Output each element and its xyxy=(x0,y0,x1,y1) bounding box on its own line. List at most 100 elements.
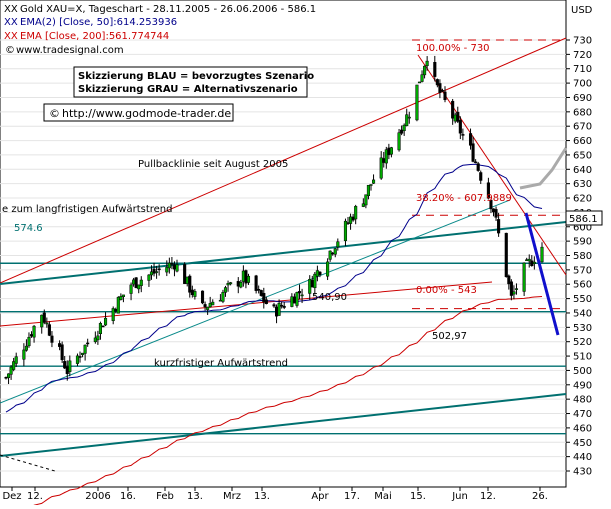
candle-body-108 xyxy=(387,147,391,156)
candle-body-150 xyxy=(540,246,544,263)
y-tick-label-510: 510 xyxy=(573,352,592,363)
ema50-line xyxy=(5,163,543,413)
candle-body-92 xyxy=(331,252,335,255)
y-tick-label-550: 550 xyxy=(573,294,592,305)
candle-body-13 xyxy=(47,324,51,336)
candle-body-42 xyxy=(152,268,156,274)
candle-body-80 xyxy=(290,296,294,307)
candle-body-23 xyxy=(83,344,87,354)
y-axis: 430 440 450 460 470 480 490 500 510 520 530 540 550 5… xyxy=(566,36,592,478)
y-tick-label-590: 590 xyxy=(573,237,592,248)
candle-body-57 xyxy=(206,306,210,310)
url-box xyxy=(43,103,234,122)
trend-teal-long xyxy=(0,221,567,285)
candle-body-127 xyxy=(456,111,460,122)
candle-body-130 xyxy=(468,133,473,146)
candle-body-137 xyxy=(491,208,496,213)
candle-body-70 xyxy=(254,275,258,291)
candle-body-49 xyxy=(175,264,179,272)
y-tick-label-660: 660 xyxy=(573,136,592,147)
candle-body-134 xyxy=(479,172,483,181)
candle-body-19 xyxy=(68,360,72,372)
candle-body-29 xyxy=(103,317,108,326)
candle-body-136 xyxy=(489,199,493,210)
candle-body-44 xyxy=(157,268,161,271)
level-502-label: 502,97 xyxy=(432,331,467,342)
candle-body-50 xyxy=(183,264,187,284)
candle-body-147 xyxy=(527,258,531,262)
y-tick-label-480: 480 xyxy=(573,395,592,406)
candle-body-85 xyxy=(308,278,312,294)
y-tick-label-520: 520 xyxy=(573,337,592,348)
candle-body-26 xyxy=(96,335,100,341)
candle-body-118 xyxy=(423,65,427,76)
candle-body-123 xyxy=(440,90,445,92)
y-tick-label-720: 720 xyxy=(573,50,592,61)
candle-body-93 xyxy=(333,248,337,255)
ema200-line xyxy=(27,296,543,509)
header-prefix-3: XX xyxy=(4,31,18,42)
candle-body-51 xyxy=(185,276,189,284)
x-tick-label-9: 17. xyxy=(344,491,360,502)
y-tick-label-570: 570 xyxy=(573,265,592,276)
candle-body-100 xyxy=(361,203,365,207)
candle-body-135 xyxy=(486,182,490,199)
candle-body-39 xyxy=(139,279,143,286)
y-tick-label-460: 460 xyxy=(573,423,592,434)
candle-body-34 xyxy=(121,294,125,297)
candle-body-46 xyxy=(167,262,171,269)
candle-body-129 xyxy=(461,134,465,136)
candle-body-2 xyxy=(9,366,13,375)
x-tick-label-0: Dez xyxy=(2,491,21,502)
candle-body-37 xyxy=(134,277,138,289)
candle-body-6 xyxy=(24,345,28,351)
candle-body-116 xyxy=(417,81,422,84)
x-tick-label-10: Mai xyxy=(374,491,392,502)
candle-body-84 xyxy=(300,294,304,297)
candle-body-121 xyxy=(435,79,439,86)
candle-body-111 xyxy=(400,129,404,134)
candle-body-41 xyxy=(149,271,154,276)
candle-body-27 xyxy=(98,323,102,335)
candle-body-63 xyxy=(226,283,230,286)
candle-body-88 xyxy=(315,270,319,277)
candle-body-74 xyxy=(264,299,268,304)
candle-body-138 xyxy=(494,209,498,218)
y-tick-label-640: 640 xyxy=(573,165,592,176)
scenario-note-box xyxy=(73,66,308,98)
candle-body-45 xyxy=(165,267,169,273)
x-tick-label-7: 13. xyxy=(254,491,270,502)
x-tick-label-11: 15. xyxy=(410,491,426,502)
level-574-label: 574.6 xyxy=(14,223,43,234)
candle-body-124 xyxy=(443,91,447,101)
y-tick-label-440: 440 xyxy=(573,452,592,463)
long-trend-label: e zum langfristigen Aufwärtstrend xyxy=(2,204,173,215)
candle-body-68 xyxy=(244,270,248,284)
candle-body-48 xyxy=(172,264,177,270)
candle-body-87 xyxy=(313,273,317,289)
candle-body-91 xyxy=(328,250,332,260)
x-tick-label-12: Jun xyxy=(451,491,468,502)
candle-body-112 xyxy=(402,124,406,132)
y-tick-label-430: 430 xyxy=(573,467,592,478)
trend-red-lower xyxy=(0,281,493,327)
candle-body-32 xyxy=(116,297,120,314)
last-price-value: 586.1 xyxy=(569,214,598,225)
y-tick-label-530: 530 xyxy=(573,323,592,334)
candle-body-143 xyxy=(512,291,516,295)
candle-body-128 xyxy=(458,120,462,134)
url-label: http://www.godmode-trader.de xyxy=(62,107,231,120)
candle-body-72 xyxy=(259,290,263,296)
fib-0-label: 0.00% - 543 xyxy=(416,285,477,296)
candle-body-0 xyxy=(4,377,8,379)
candle-body-110 xyxy=(397,132,401,151)
candle-body-24 xyxy=(86,342,90,345)
candle-body-1 xyxy=(7,373,11,378)
y-tick-label-630: 630 xyxy=(573,179,592,190)
scenario-blue-label: Skizzierung BLAU = bevorzugtes Szenario xyxy=(78,71,314,82)
candle-body-99 xyxy=(354,206,358,220)
x-tick-label-8: Apr xyxy=(311,491,329,502)
candle-body-3 xyxy=(12,361,16,370)
x-tick-label-4: Feb xyxy=(156,491,174,502)
